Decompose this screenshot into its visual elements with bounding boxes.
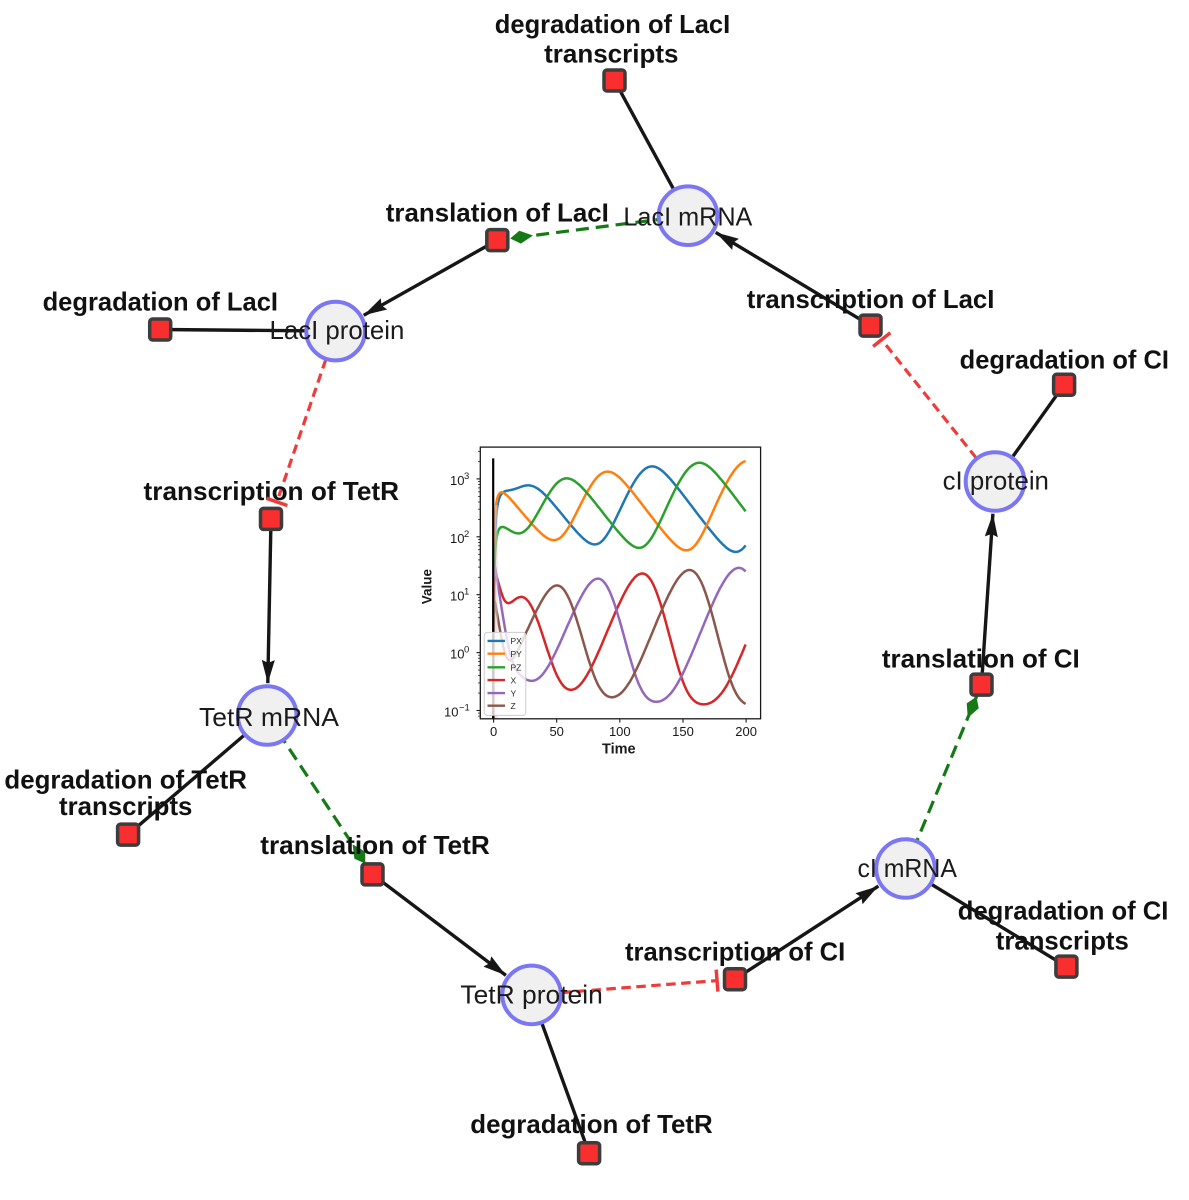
svg-text:10: 10 [444,705,458,720]
svg-text:degradation of TetR: degradation of TetR [470,1109,713,1139]
svg-text:0: 0 [464,645,469,656]
svg-text:10: 10 [450,473,464,488]
svg-text:−1: −1 [459,703,470,714]
svg-text:translation of LacI: translation of LacI [386,198,609,228]
svg-text:degradation of CI: degradation of CI [958,895,1169,925]
svg-text:LacI protein: LacI protein [270,315,405,345]
svg-text:50: 50 [549,724,563,739]
svg-text:transcripts: transcripts [544,38,678,68]
svg-text:translation of CI: translation of CI [882,644,1080,674]
svg-text:PY: PY [511,649,523,659]
svg-text:2: 2 [464,529,469,540]
svg-text:0: 0 [490,724,497,739]
svg-text:200: 200 [735,724,757,739]
svg-text:transcription of CI: transcription of CI [625,937,845,967]
svg-text:transcription of LacI: transcription of LacI [747,284,995,314]
svg-text:cI mRNA: cI mRNA [857,853,957,883]
svg-text:Time: Time [602,742,636,758]
svg-text:10: 10 [450,531,464,546]
svg-text:3: 3 [464,471,469,482]
svg-text:degradation of LacI: degradation of LacI [43,286,278,316]
svg-text:PZ: PZ [511,663,522,673]
svg-text:degradation of CI: degradation of CI [960,344,1169,374]
svg-text:TetR mRNA: TetR mRNA [199,702,340,732]
svg-text:Value: Value [419,568,434,604]
svg-text:degradation of LacI: degradation of LacI [495,9,730,39]
svg-text:Z: Z [511,701,516,711]
svg-text:cI protein: cI protein [943,465,1049,495]
svg-text:Y: Y [511,688,517,698]
svg-text:X: X [511,675,517,685]
svg-text:1: 1 [464,587,469,598]
svg-text:transcripts: transcripts [996,925,1129,955]
svg-text:150: 150 [672,724,694,739]
svg-text:100: 100 [609,724,631,739]
svg-text:degradation of TetR: degradation of TetR [4,765,247,795]
svg-text:TetR protein: TetR protein [460,979,602,1009]
svg-text:translation of TetR: translation of TetR [260,830,490,860]
svg-text:PX: PX [511,636,523,646]
svg-text:LacI mRNA: LacI mRNA [623,201,753,231]
svg-text:transcripts: transcripts [59,791,192,821]
svg-text:10: 10 [450,589,464,604]
svg-text:10: 10 [450,647,464,662]
